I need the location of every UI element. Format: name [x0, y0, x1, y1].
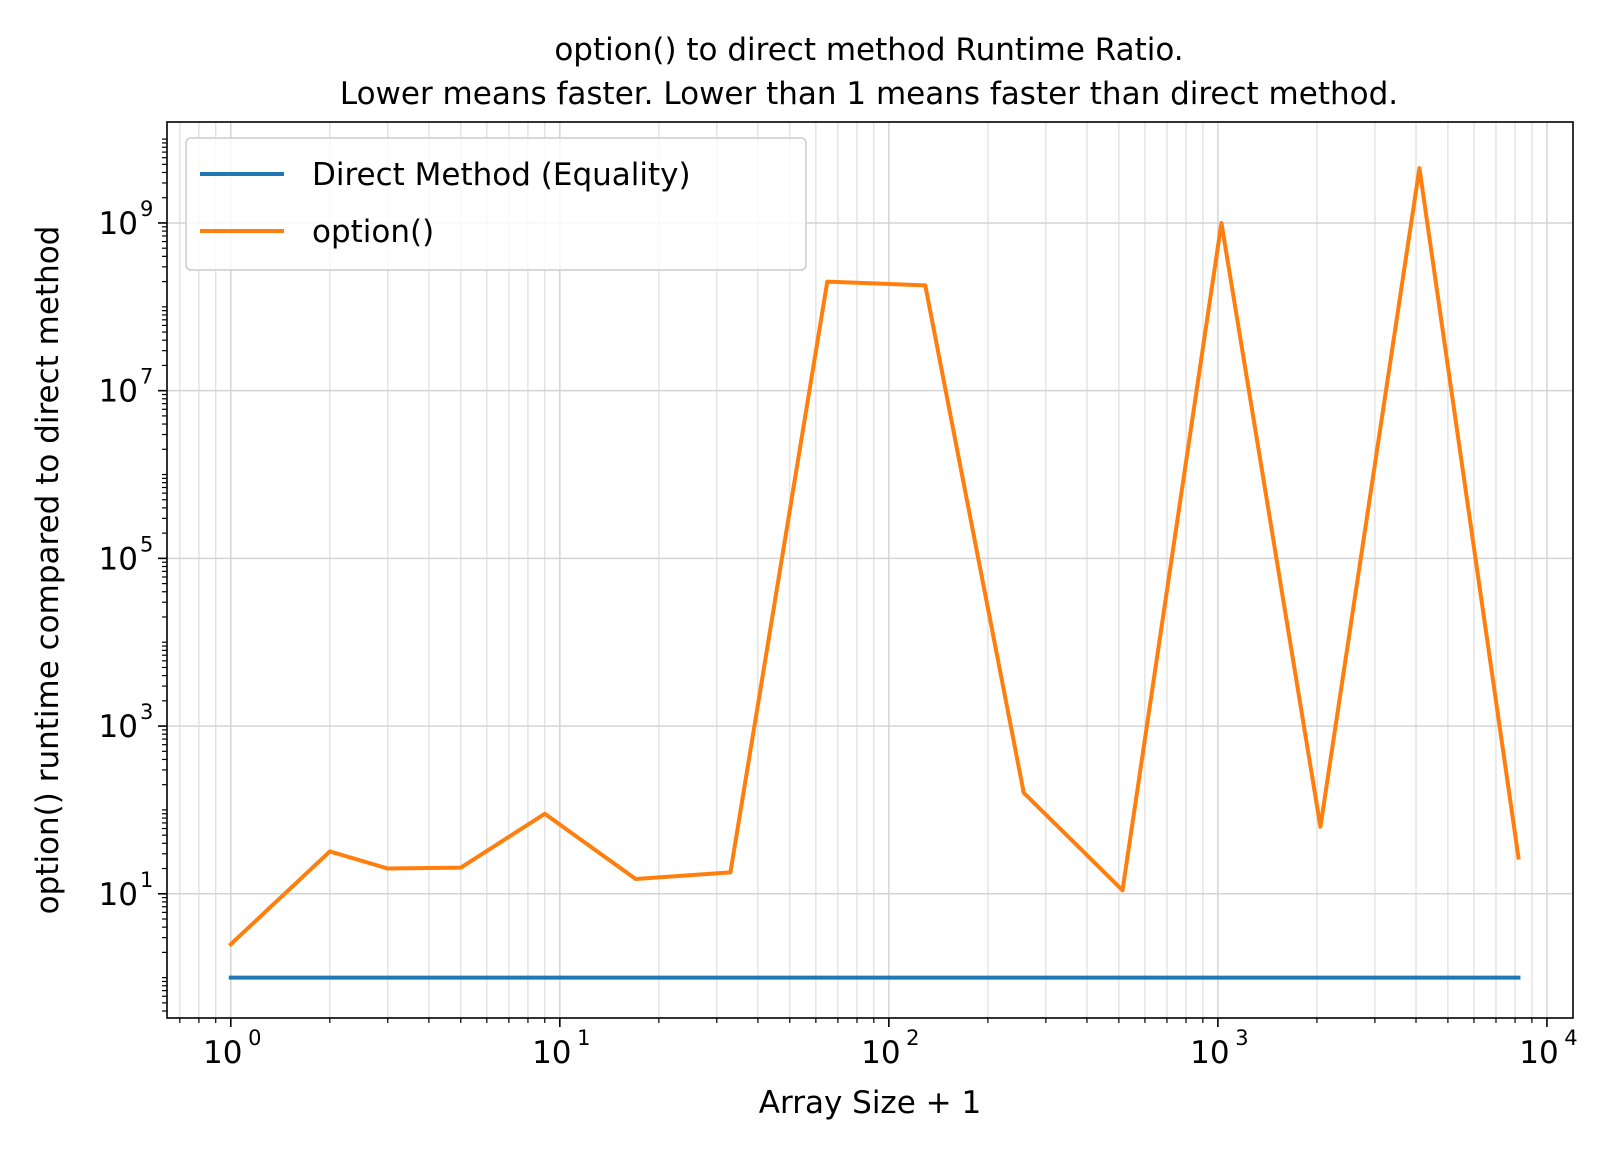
y-tick-label: 10: [99, 877, 138, 913]
x-axis: 10 0 10 1 10 2 10 3 10 4: [179, 1018, 1578, 1071]
x-tick-label-exponent: 2: [906, 1026, 919, 1050]
x-tick-label: 10: [203, 1035, 242, 1071]
legend: Direct Method (Equality) option(): [185, 137, 807, 271]
x-tick-label: 10: [1190, 1035, 1229, 1071]
x-tick-label: 10: [861, 1035, 900, 1071]
chart-title-line1: option() to direct method Runtime Ratio.: [554, 32, 1183, 68]
series-layer: [227, 166, 1521, 980]
y-tick-label-exponent: 1: [140, 868, 153, 892]
y-tick-label-exponent: 7: [140, 365, 153, 389]
plot-frame: [166, 121, 1574, 1019]
y-tick-label: 10: [99, 541, 138, 577]
y-tick-label-exponent: 3: [140, 700, 153, 724]
x-axis-label: Array Size + 1: [759, 1085, 981, 1121]
y-tick-label: 10: [99, 206, 138, 242]
legend-box: [185, 137, 807, 271]
grid-major: [167, 122, 1573, 1018]
x-tick-label-exponent: 3: [1235, 1026, 1248, 1050]
legend-label-option: option(): [312, 214, 434, 250]
y-tick-label-exponent: 9: [140, 197, 153, 221]
legend-label-direct-method: Direct Method (Equality): [312, 157, 691, 193]
x-tick-label-exponent: 4: [1564, 1026, 1577, 1050]
grid-minor: [179, 122, 1533, 1018]
y-axis-label: option() runtime compared to direct meth…: [30, 226, 66, 915]
x-tick-label: 10: [532, 1035, 571, 1071]
series-line-option: [227, 166, 1521, 948]
y-tick-label: 10: [99, 374, 138, 410]
y-tick-label-exponent: 5: [140, 532, 153, 556]
x-tick-label-exponent: 0: [248, 1026, 261, 1050]
x-tick-label: 10: [1519, 1035, 1558, 1071]
y-tick-label: 10: [99, 709, 138, 745]
chart-title-line2: Lower means faster. Lower than 1 means f…: [340, 76, 1398, 112]
x-tick-label-exponent: 1: [577, 1026, 590, 1050]
plot-area: [166, 121, 1574, 1019]
